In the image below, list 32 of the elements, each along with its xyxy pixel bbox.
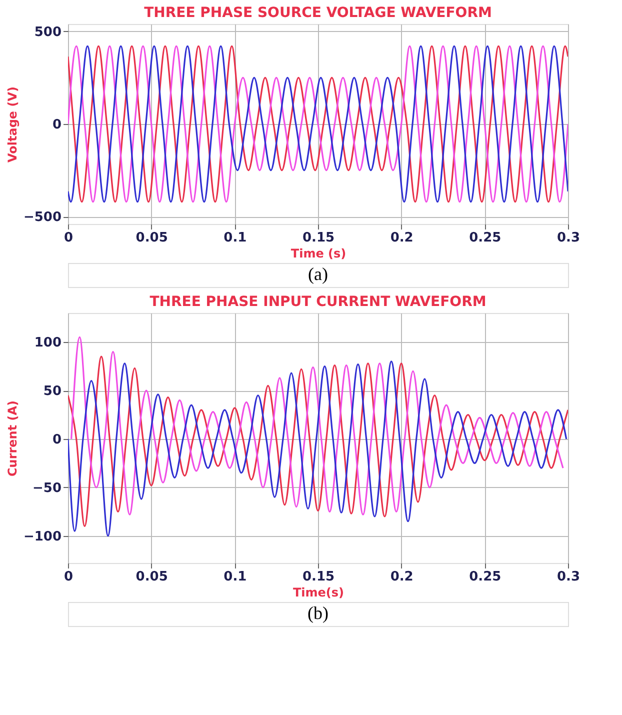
x-tick-label: 0 (64, 570, 74, 584)
x-tick-label: 0.05 (136, 570, 168, 584)
x-tick-label: 0.1 (224, 230, 247, 246)
text: (a) (308, 264, 328, 284)
line-series (70, 336, 564, 516)
x-tick-label: 0.15 (302, 230, 335, 246)
text: (b) (308, 603, 328, 623)
y-tick-label: −100 (23, 529, 62, 544)
line-series (68, 45, 568, 203)
x-tick-label: 0.25 (469, 230, 502, 246)
x-tick-label: 0.2 (390, 570, 414, 584)
y-tick-label: 0 (52, 118, 62, 132)
y-axis-title: Voltage (V) (5, 86, 20, 162)
x-tick-label: 0.3 (556, 570, 580, 584)
y-tick-label: −50 (32, 480, 62, 496)
y-tick-label: 100 (34, 336, 62, 351)
chart-title: THREE PHASE SOURCE VOLTAGE WAVEFORM (144, 5, 492, 21)
x-tick-label: 0.05 (136, 230, 168, 246)
y-axis-title: Current (A) (5, 400, 20, 477)
x-tick-label: 0.1 (224, 570, 247, 584)
x-tick-label: 0 (64, 230, 74, 246)
x-tick-label: 0.3 (556, 230, 580, 246)
x-axis-title: Time (s) (290, 246, 346, 260)
y-tick-label: −500 (23, 210, 62, 226)
y-tick-label: 50 (43, 384, 62, 400)
x-tick-label: 0.2 (390, 230, 414, 246)
x-tick-label: 0.25 (469, 570, 502, 584)
y-tick-label: 500 (34, 24, 62, 40)
y-tick-label: 0 (52, 432, 62, 448)
chart-title: THREE PHASE INPUT CURRENT WAVEFORM (150, 294, 486, 310)
x-axis-title: Time(s) (292, 586, 344, 600)
x-tick-label: 0.15 (302, 570, 335, 584)
